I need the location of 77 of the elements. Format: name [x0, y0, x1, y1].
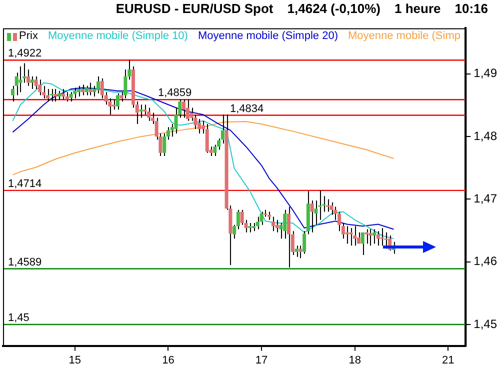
candlestick	[310, 200, 314, 233]
candlestick	[54, 88, 58, 102]
candlestick	[80, 84, 84, 96]
ref-line-label: 1,45	[8, 312, 30, 324]
x-tick-label: 17	[255, 354, 268, 366]
candlestick	[275, 219, 279, 233]
candlestick	[182, 99, 186, 118]
candlestick	[240, 209, 244, 226]
text: 1 heure	[394, 0, 441, 18]
candlestick	[92, 85, 96, 97]
text: Moyenne mobile (Simp	[348, 30, 460, 44]
candlestick	[69, 92, 73, 102]
candlestick	[10, 85, 14, 102]
candlestick	[96, 76, 100, 94]
candlestick	[30, 76, 34, 90]
candlestick	[260, 211, 264, 226]
ref-line-label: 1,4589	[8, 256, 42, 268]
candlestick	[268, 211, 272, 220]
ref-line-label: 1,4714	[8, 178, 42, 190]
candlestick	[349, 228, 353, 246]
legend-label: Prix	[19, 30, 38, 44]
candlestick	[264, 209, 268, 218]
candlestick	[112, 99, 116, 110]
candlestick	[248, 222, 252, 233]
candlestick	[88, 82, 92, 96]
candlestick	[186, 99, 190, 122]
candlestick	[139, 104, 143, 118]
y-tick-label: 1,47	[474, 192, 498, 206]
x-tick-label: 18	[348, 354, 361, 366]
candlestick	[353, 226, 357, 246]
candlestick	[58, 90, 62, 100]
candlestick	[364, 228, 368, 244]
candlestick	[100, 78, 104, 99]
candlestick	[306, 190, 310, 235]
x-tick-label: 15	[68, 354, 82, 366]
candlestick	[147, 107, 151, 122]
chart-title: EURUSD - EUR/USD Spot	[116, 0, 274, 18]
candlestick	[198, 118, 202, 134]
y-tick-label: 1,45	[474, 316, 498, 331]
candlestick	[294, 245, 298, 258]
y-tick-label: 1,48	[474, 128, 498, 143]
candlestick	[38, 79, 42, 96]
candlestick	[256, 216, 260, 230]
candlestick	[252, 222, 256, 232]
candlestick	[62, 88, 66, 100]
ref-line-label: 1,4922	[8, 48, 42, 60]
candlestick	[213, 144, 217, 156]
candlestick	[372, 228, 376, 244]
candlestick	[271, 216, 275, 232]
candlestick	[368, 228, 372, 246]
ref-line-label: 1,4859	[158, 87, 192, 100]
candlestick	[205, 124, 209, 154]
candlestick	[46, 88, 50, 102]
candlestick	[73, 87, 77, 99]
y-tick-label: 1,46	[474, 254, 498, 268]
candlestick	[34, 76, 38, 90]
x-tick-label: 21	[442, 354, 454, 366]
candlestick	[65, 92, 69, 102]
candlestick	[287, 206, 290, 268]
candlestick	[298, 245, 302, 259]
candlestick	[84, 85, 88, 96]
text: 10:16	[454, 0, 488, 18]
candlestick	[376, 230, 380, 246]
candlestick	[124, 69, 128, 99]
candlestick	[283, 209, 287, 240]
ref-line-label: 1,4834	[230, 102, 264, 115]
text: Moyenne mobile (Simple 10)	[48, 30, 188, 44]
candlestick	[143, 104, 147, 116]
candlestick	[345, 226, 349, 244]
candlestick	[162, 132, 166, 156]
candlestick	[18, 66, 22, 93]
text: 1,4624 (-0,10%)	[287, 0, 380, 18]
y-tick-label: 1,49	[474, 66, 498, 80]
text: Moyenne mobile (Simple 20)	[198, 30, 338, 44]
candlestick	[77, 85, 81, 97]
candlestick	[116, 92, 120, 110]
x-tick-label: 16	[162, 354, 174, 366]
